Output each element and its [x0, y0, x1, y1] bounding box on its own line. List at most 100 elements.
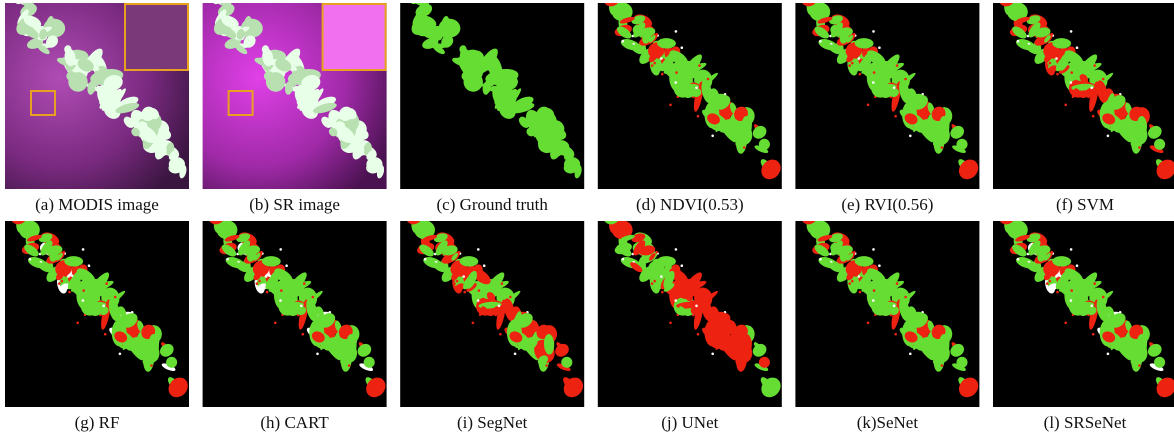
- speck: [1092, 115, 1095, 118]
- caption: (b) SR image: [249, 195, 340, 214]
- caption: (h) CART: [260, 413, 329, 432]
- speck: [819, 40, 822, 43]
- speck: [1102, 296, 1105, 299]
- speck: [941, 146, 944, 149]
- speck: [114, 296, 117, 299]
- speck: [872, 30, 875, 33]
- speck: [279, 248, 282, 251]
- speck: [1093, 282, 1096, 285]
- speck: [68, 291, 71, 294]
- speck: [300, 305, 303, 308]
- panel: (j) UNet: [596, 188, 785, 432]
- speck: [661, 291, 664, 294]
- speck: [933, 335, 936, 338]
- speck: [904, 296, 907, 299]
- speck: [1093, 64, 1096, 67]
- speck: [735, 335, 738, 338]
- speck: [681, 264, 684, 267]
- speck: [1070, 30, 1073, 33]
- speck: [1070, 71, 1073, 74]
- speck: [695, 87, 698, 90]
- caption: (g) RF: [75, 413, 120, 432]
- speck: [312, 296, 315, 299]
- speck: [29, 258, 32, 261]
- speck: [653, 62, 656, 65]
- panel: (k)SeNet: [794, 188, 983, 432]
- speck: [280, 289, 283, 292]
- speck: [873, 289, 876, 292]
- blob: [201, 199, 216, 216]
- blob: [596, 199, 611, 216]
- speck: [1049, 280, 1052, 283]
- speck: [872, 248, 875, 251]
- panel: (f) SVM: [991, 0, 1174, 214]
- speck: [265, 275, 268, 278]
- speck: [279, 299, 282, 302]
- speck: [819, 258, 822, 261]
- speck: [859, 291, 862, 294]
- speck: [462, 275, 465, 278]
- panel: (i) SegNet: [398, 188, 587, 432]
- speck: [681, 46, 684, 49]
- speck: [867, 104, 870, 107]
- speck: [105, 282, 108, 285]
- speck: [1138, 364, 1141, 367]
- speck: [655, 33, 658, 36]
- caption: (f) SVM: [1056, 195, 1114, 214]
- panel: (e) RVI(0.56): [794, 0, 983, 214]
- speck: [514, 353, 517, 356]
- speck: [1017, 40, 1020, 43]
- speck: [1070, 248, 1073, 251]
- speck: [104, 333, 107, 336]
- panel: (g) RF: [3, 188, 192, 432]
- speck: [941, 364, 944, 367]
- speck: [1056, 73, 1059, 76]
- speck: [653, 280, 656, 283]
- speck: [340, 335, 343, 338]
- speck: [1070, 289, 1073, 292]
- speck: [302, 333, 305, 336]
- speck: [675, 71, 678, 74]
- speck: [1070, 299, 1073, 302]
- speck: [477, 248, 480, 251]
- speck: [424, 258, 427, 261]
- speck: [851, 280, 854, 283]
- speck: [894, 115, 897, 118]
- speck: [1107, 353, 1110, 356]
- speck: [858, 275, 861, 278]
- speck: [67, 275, 70, 278]
- speck: [695, 305, 698, 308]
- speck: [266, 291, 269, 294]
- speck: [873, 71, 876, 74]
- speck: [1049, 62, 1052, 65]
- speck: [622, 40, 625, 43]
- speck: [538, 335, 541, 338]
- zoom-inset: [125, 4, 188, 70]
- speck: [61, 280, 64, 283]
- speck: [1107, 135, 1110, 138]
- speck: [698, 64, 701, 67]
- panel: (a) MODIS image: [5, 0, 189, 214]
- speck: [669, 104, 672, 107]
- speck: [707, 296, 710, 299]
- speck: [858, 57, 861, 60]
- speck: [697, 333, 700, 336]
- zoom-inset: [323, 4, 386, 70]
- speck: [674, 299, 677, 302]
- speck: [498, 305, 501, 308]
- speck: [456, 280, 459, 283]
- speck: [458, 251, 461, 254]
- speck: [896, 282, 899, 285]
- speck: [853, 251, 856, 254]
- speck: [1055, 57, 1058, 60]
- blob: [211, 0, 224, 1]
- speck: [853, 33, 856, 36]
- speck: [1017, 258, 1020, 261]
- speck: [675, 30, 678, 33]
- speck: [933, 117, 936, 120]
- speck: [58, 282, 61, 285]
- speck: [848, 64, 851, 67]
- speck: [226, 258, 229, 261]
- speck: [655, 251, 658, 254]
- speck: [651, 282, 654, 285]
